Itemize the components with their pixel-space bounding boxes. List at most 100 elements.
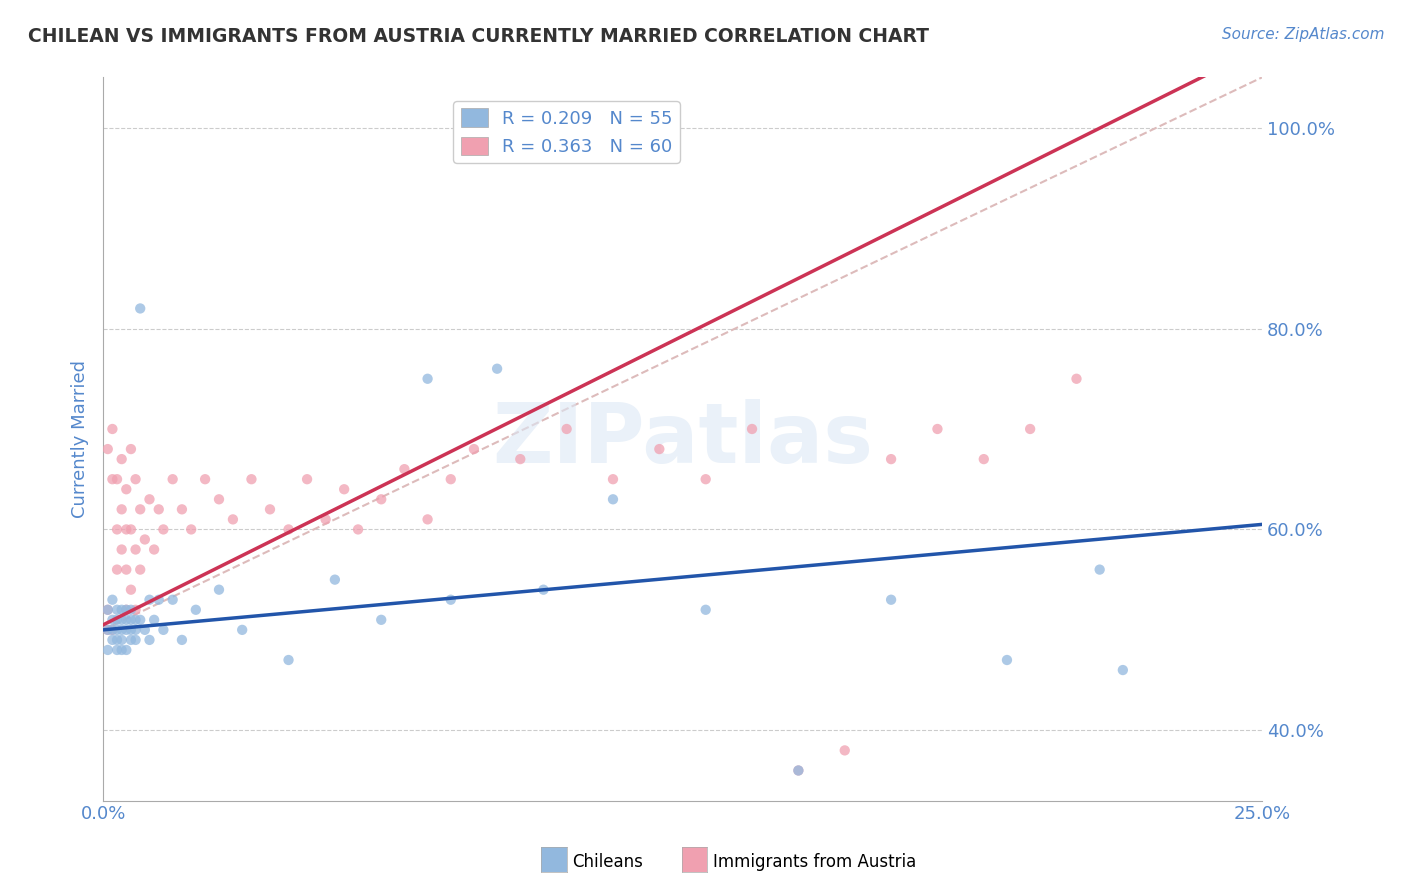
- Point: [834, 743, 856, 757]
- Point: [509, 452, 531, 467]
- Point: [695, 472, 717, 486]
- Point: [973, 452, 995, 467]
- Point: [101, 422, 124, 436]
- Point: [138, 632, 160, 647]
- Point: [124, 542, 146, 557]
- Point: [602, 472, 624, 486]
- Point: [120, 613, 142, 627]
- Point: [111, 502, 134, 516]
- Point: [101, 623, 124, 637]
- Point: [148, 502, 170, 516]
- Point: [741, 422, 763, 436]
- Point: [231, 623, 253, 637]
- Point: [295, 472, 318, 486]
- Point: [129, 613, 152, 627]
- Point: [124, 603, 146, 617]
- Point: [101, 472, 124, 486]
- Point: [194, 472, 217, 486]
- Point: [111, 643, 134, 657]
- Point: [97, 623, 120, 637]
- Point: [97, 643, 120, 657]
- Point: [315, 512, 337, 526]
- Point: [347, 523, 370, 537]
- Legend: R = 0.209   N = 55, R = 0.363   N = 60: R = 0.209 N = 55, R = 0.363 N = 60: [453, 101, 681, 163]
- Point: [105, 472, 128, 486]
- Point: [115, 603, 138, 617]
- Point: [152, 523, 174, 537]
- Point: [370, 492, 392, 507]
- Point: [602, 492, 624, 507]
- Point: [129, 563, 152, 577]
- Point: [129, 301, 152, 316]
- Point: [134, 623, 156, 637]
- Point: [111, 613, 134, 627]
- Point: [486, 361, 509, 376]
- Point: [370, 613, 392, 627]
- Point: [115, 613, 138, 627]
- Point: [105, 623, 128, 637]
- Point: [152, 623, 174, 637]
- Point: [277, 523, 299, 537]
- Point: [111, 452, 134, 467]
- Point: [416, 512, 439, 526]
- Point: [184, 603, 207, 617]
- Text: Source: ZipAtlas.com: Source: ZipAtlas.com: [1222, 27, 1385, 42]
- Point: [143, 613, 166, 627]
- Point: [208, 582, 231, 597]
- Point: [120, 442, 142, 456]
- Point: [170, 632, 193, 647]
- Point: [240, 472, 263, 486]
- Point: [105, 632, 128, 647]
- Point: [129, 502, 152, 516]
- Point: [222, 512, 245, 526]
- Point: [440, 592, 463, 607]
- Point: [111, 623, 134, 637]
- Point: [695, 603, 717, 617]
- Point: [111, 632, 134, 647]
- Point: [208, 492, 231, 507]
- Point: [101, 632, 124, 647]
- Point: [162, 592, 184, 607]
- Point: [120, 603, 142, 617]
- Point: [105, 563, 128, 577]
- Point: [105, 643, 128, 657]
- Point: [138, 592, 160, 607]
- Point: [143, 542, 166, 557]
- Point: [555, 422, 578, 436]
- Point: [124, 472, 146, 486]
- Point: [111, 542, 134, 557]
- Point: [115, 563, 138, 577]
- Point: [880, 452, 903, 467]
- Point: [105, 523, 128, 537]
- Point: [120, 523, 142, 537]
- Point: [787, 764, 810, 778]
- Point: [533, 582, 555, 597]
- Point: [1066, 372, 1088, 386]
- Point: [105, 603, 128, 617]
- Point: [105, 613, 128, 627]
- Point: [115, 482, 138, 496]
- Point: [259, 502, 281, 516]
- Point: [323, 573, 346, 587]
- Point: [180, 523, 202, 537]
- Point: [394, 462, 416, 476]
- Point: [101, 613, 124, 627]
- Point: [101, 623, 124, 637]
- Point: [115, 603, 138, 617]
- Point: [170, 502, 193, 516]
- Point: [1019, 422, 1042, 436]
- Point: [138, 492, 160, 507]
- Point: [97, 442, 120, 456]
- Point: [333, 482, 356, 496]
- Text: Immigrants from Austria: Immigrants from Austria: [713, 853, 917, 871]
- Point: [115, 623, 138, 637]
- Point: [124, 632, 146, 647]
- Point: [124, 613, 146, 627]
- Point: [115, 643, 138, 657]
- Point: [416, 372, 439, 386]
- Point: [124, 623, 146, 637]
- Point: [120, 582, 142, 597]
- Point: [648, 442, 671, 456]
- Point: [787, 764, 810, 778]
- Point: [277, 653, 299, 667]
